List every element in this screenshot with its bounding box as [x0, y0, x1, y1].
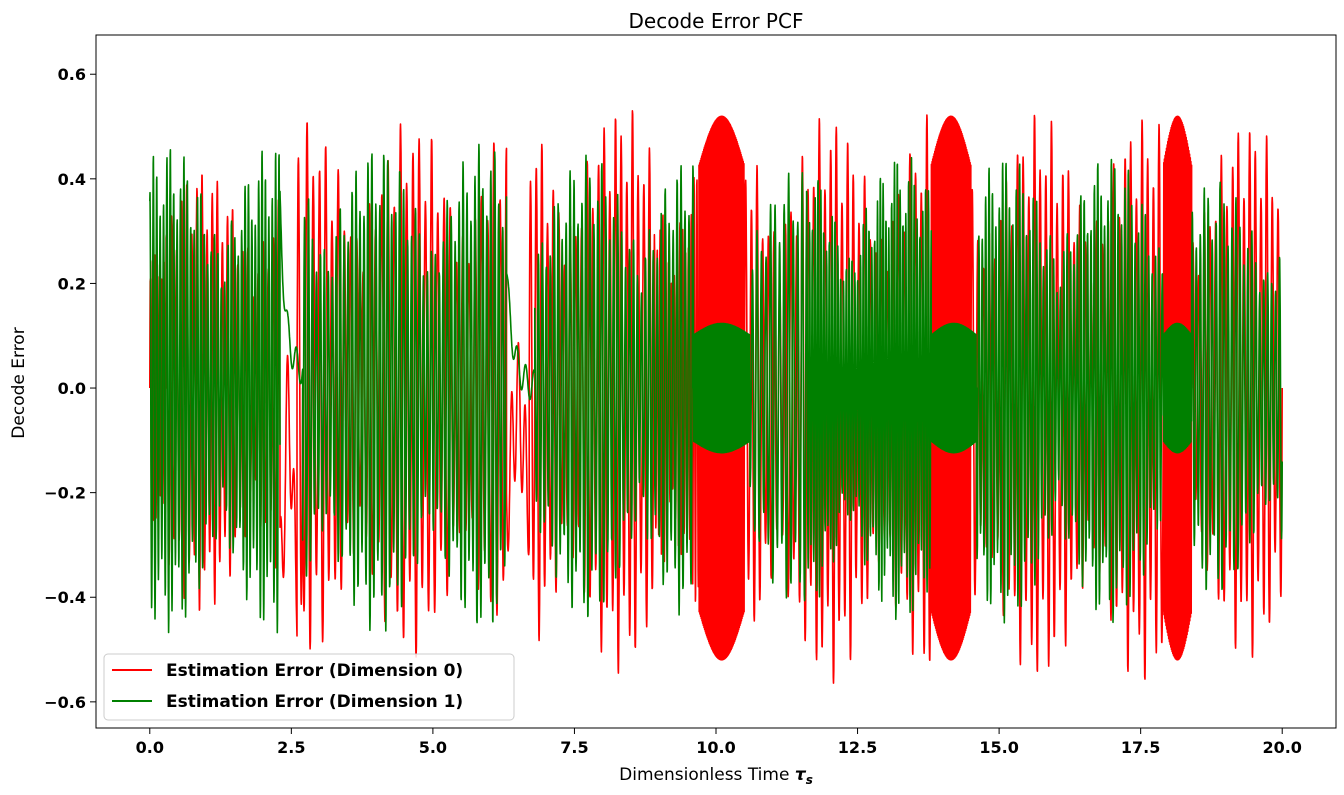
legend-box [103, 653, 515, 721]
x-axis-label-main: Dimensionless Time [619, 765, 795, 785]
x-axis-label-symbol: τ [795, 765, 807, 785]
y-tick-label: 0.0 [58, 379, 86, 398]
y-tick-label: 0.2 [58, 274, 86, 293]
x-tick-label: 12.5 [838, 738, 877, 757]
chart-title: Decode Error PCF [629, 9, 804, 33]
x-tick-label: 7.5 [560, 738, 588, 757]
x-axis: 0.0 2.5 5.0 7.5 10.0 12.5 15.0 17.5 20.0 [136, 728, 1302, 757]
y-tick-label: 0.4 [58, 170, 86, 189]
y-tick-label: −0.4 [44, 588, 86, 607]
x-axis-label: Dimensionless Time τs [619, 765, 813, 787]
x-axis-label-subscript: s [806, 773, 813, 787]
legend-label-dimension-0: Estimation Error (Dimension 0) [166, 661, 463, 681]
legend: Estimation Error (Dimension 0) Estimatio… [103, 653, 515, 721]
y-tick-label: −0.2 [44, 484, 86, 503]
series-line-dimension-1 [149, 143, 1283, 634]
legend-label-dimension-1: Estimation Error (Dimension 1) [166, 692, 463, 712]
y-axis: −0.6 −0.4 −0.2 0.0 0.2 0.4 0.6 [44, 65, 96, 712]
y-tick-label: 0.6 [58, 65, 86, 84]
x-tick-label: 0.0 [136, 738, 164, 757]
x-tick-label: 5.0 [419, 738, 447, 757]
x-tick-label: 2.5 [277, 738, 305, 757]
x-tick-label: 10.0 [696, 738, 735, 757]
x-tick-label: 15.0 [979, 738, 1018, 757]
y-tick-label: −0.6 [44, 693, 86, 712]
x-tick-label: 17.5 [1121, 738, 1160, 757]
plot-area [149, 110, 1283, 684]
x-tick-label: 20.0 [1262, 738, 1301, 757]
y-axis-label: Decode Error [9, 327, 29, 438]
